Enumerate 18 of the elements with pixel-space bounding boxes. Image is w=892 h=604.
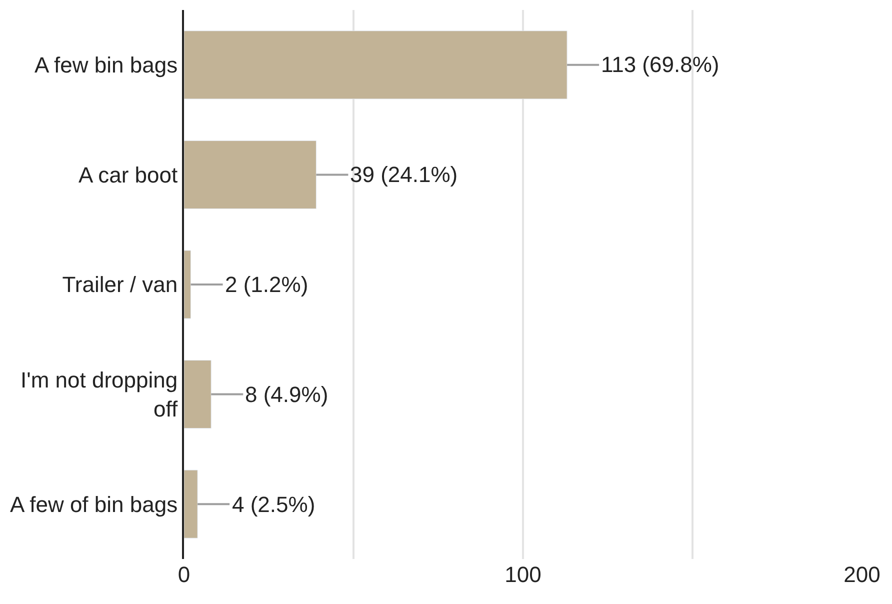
- data-label: 2 (1.2%): [225, 272, 308, 297]
- y-tick-label: A car boot: [78, 162, 178, 188]
- bar: [184, 360, 212, 429]
- y-tick-label: I'm not dropping off: [20, 368, 178, 422]
- x-tick-label: 100: [504, 562, 542, 587]
- x-tick-label: 0: [178, 562, 190, 587]
- x-tick-label: 200: [844, 562, 880, 587]
- bar: [184, 250, 192, 319]
- data-label: 39 (24.1%): [350, 162, 458, 187]
- bar: [184, 470, 198, 538]
- y-tick-label: Trailer / van: [62, 272, 178, 298]
- data-label: 113 (69.8%): [601, 52, 720, 77]
- y-tick-label: A few of bin bags: [10, 492, 178, 517]
- data-label: 4 (2.5%): [232, 492, 316, 517]
- bar: [184, 30, 568, 100]
- bar: [184, 140, 316, 209]
- data-label: 8 (4.9%): [245, 382, 328, 407]
- y-tick-label: A few bin bags: [34, 52, 178, 78]
